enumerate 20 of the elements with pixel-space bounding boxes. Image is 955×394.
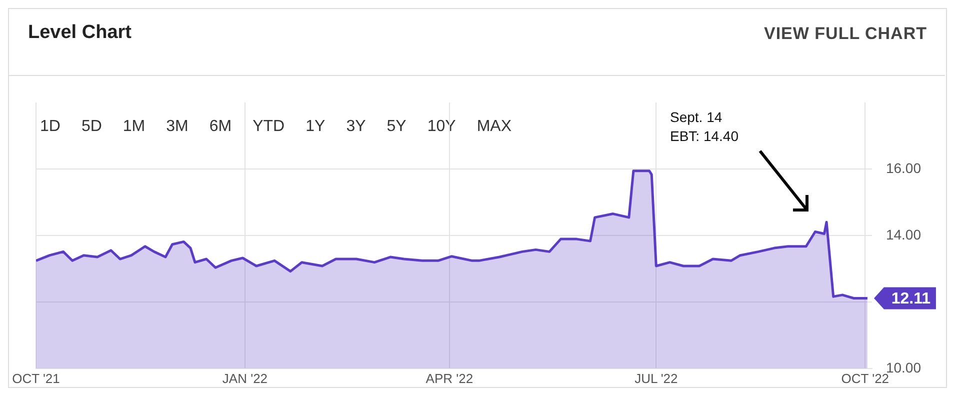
annotation: YTD (252, 118, 285, 136)
annotation: 1M (122, 118, 146, 136)
data-label: 12.11 (891, 290, 931, 308)
annotation: 3M (166, 118, 188, 136)
annotation: Sept. 14 EBT: 14.40 (670, 108, 738, 146)
x-tick-label: JUL '22 (634, 370, 678, 386)
annotation: 1Y (306, 118, 326, 136)
x-tick-label: JAN '22 (222, 370, 268, 386)
annotation: MAX (476, 118, 512, 136)
y-tick-label: 16.00 (886, 160, 922, 176)
x-tick-label: APR '22 (426, 370, 474, 386)
annotation: 1D (40, 118, 60, 136)
chart-title: Level Chart (28, 22, 132, 44)
x-tick-label: OCT '21 (12, 370, 60, 386)
y-tick-label: 14.00 (886, 226, 922, 242)
annotation: 3Y (346, 118, 366, 136)
text: VIEW FULL CHART (764, 24, 927, 44)
annotation: 5Y (386, 118, 406, 136)
annotation: 5D (81, 118, 102, 136)
annotation: 6M (209, 118, 232, 136)
